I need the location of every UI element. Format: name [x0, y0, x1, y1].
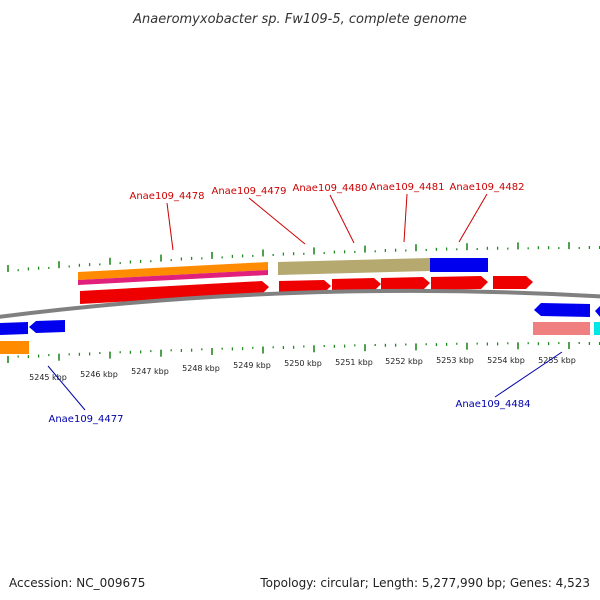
tick-label: 5245 kbp — [29, 373, 67, 382]
gene-arrow-anae109-4478[interactable] — [80, 281, 269, 304]
genome-backbone — [0, 288, 600, 319]
gene-arrow-anae109-4484[interactable] — [534, 303, 590, 317]
forward-gene-labels: Anae109_4478 Anae109_4479 Anae109_4480 A… — [130, 182, 525, 251]
orange-feature-bar[interactable] — [78, 262, 268, 280]
gene-label-anae109-4478[interactable]: Anae109_4478 — [130, 191, 205, 202]
gene-label-anae109-4481[interactable]: Anae109_4481 — [370, 182, 445, 193]
blue-feature-bar[interactable] — [430, 258, 488, 272]
gene-arrow-small[interactable] — [493, 276, 533, 289]
tick-label: 5246 kbp — [80, 370, 118, 379]
tick-label: 5252 kbp — [385, 357, 423, 366]
tick-label: 5248 kbp — [182, 364, 220, 373]
orange-feature-lower[interactable] — [0, 341, 29, 354]
forward-gene-track — [80, 276, 533, 304]
gene-label-anae109-4482[interactable]: Anae109_4482 — [450, 182, 525, 193]
gene-arrow-anae109-4482[interactable] — [431, 276, 488, 290]
gene-arrow-anae109-4480[interactable] — [332, 278, 381, 292]
gene-label-anae109-4480[interactable]: Anae109_4480 — [293, 183, 368, 194]
pink-feature-bar[interactable] — [533, 322, 590, 335]
scale-ticks-top — [7, 242, 600, 272]
leader-line — [494, 351, 563, 398]
gene-arrow-anae109-4481[interactable] — [381, 277, 430, 291]
leader-line — [329, 194, 355, 244]
leader-line — [403, 193, 408, 243]
cyan-feature-bar[interactable] — [594, 322, 600, 335]
reverse-gene-labels: Anae109_4477 Anae109_4484 — [47, 351, 563, 425]
tick-label: 5247 kbp — [131, 367, 169, 376]
scale-labels: 5245 kbp 5246 kbp 5247 kbp 5248 kbp 5249… — [29, 356, 576, 382]
leader-line — [458, 193, 488, 243]
leader-line — [47, 365, 86, 411]
magenta-feature-bar[interactable] — [78, 270, 268, 285]
tick-label: 5254 kbp — [487, 356, 525, 365]
feature-track — [78, 258, 488, 285]
tick-label: 5251 kbp — [335, 358, 373, 367]
gene-label-anae109-4484[interactable]: Anae109_4484 — [456, 399, 531, 410]
gene-arrow-reverse-partial[interactable] — [595, 305, 600, 318]
tick-label: 5250 kbp — [284, 359, 322, 368]
accession-text: Accession: NC_009675 — [9, 576, 145, 590]
reverse-gene-track — [0, 303, 600, 354]
gene-arrow-anae109-4477-b[interactable] — [29, 320, 65, 333]
tick-label: 5255 kbp — [538, 356, 576, 365]
leader-line — [166, 202, 174, 251]
gene-label-anae109-4477[interactable]: Anae109_4477 — [49, 414, 124, 425]
leader-line — [248, 197, 306, 245]
scale-ticks-bottom — [7, 342, 600, 363]
gene-arrow-anae109-4477-a[interactable] — [0, 322, 28, 335]
map-title: Anaeromyxobacter sp. Fw109-5, complete g… — [132, 12, 467, 27]
gene-label-anae109-4479[interactable]: Anae109_4479 — [212, 186, 287, 197]
tick-label: 5249 kbp — [233, 361, 271, 370]
tick-label: 5253 kbp — [436, 356, 474, 365]
genome-summary-text: Topology: circular; Length: 5,277,990 bp… — [259, 576, 590, 590]
olive-feature-bar[interactable] — [278, 258, 430, 275]
